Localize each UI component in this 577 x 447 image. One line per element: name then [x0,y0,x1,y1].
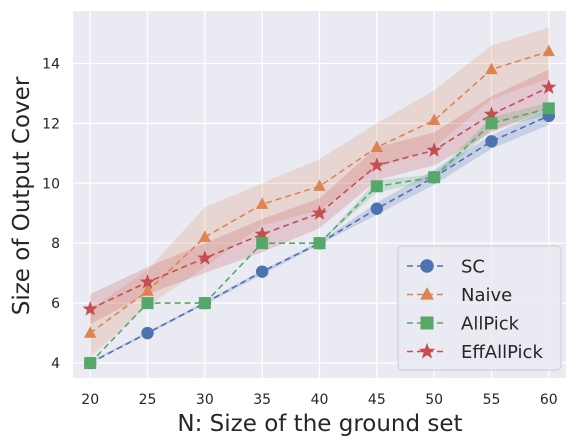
allpick-point [141,297,154,310]
naive-point [83,326,97,338]
effallpick-point [426,142,442,157]
naive-point [370,140,384,152]
legend-naive-marker [420,287,434,300]
allpick-point [313,237,326,250]
allpick-point [256,237,269,250]
y-tick-label: 6 [51,296,60,312]
allpick-point [542,102,555,115]
legend-sc-marker [420,259,434,273]
y-tick-label: 4 [51,356,60,372]
naive-point [542,44,556,57]
legend-effallpick-label: EffAllPick [461,342,543,363]
legend-sc-label: SC [461,257,485,278]
naive-point [141,284,154,296]
naive-point [485,62,498,75]
effallpick-line [89,86,550,310]
y-tick-label: 10 [42,176,60,192]
effallpick-point [541,79,557,94]
legend-allpick-label: AllPick [461,314,520,335]
naive-point [427,113,441,126]
x-tick-label: 60 [540,392,558,408]
sc-point [485,135,498,148]
effallpick-point [483,106,500,121]
x-tick-label: 25 [139,392,157,408]
allpick-point [198,297,211,310]
naive-point [313,179,326,191]
x-tick-label: 50 [425,392,443,408]
effallpick-point [254,226,270,241]
effallpick-point [369,157,385,172]
y-tick-label: 8 [51,236,60,252]
naive-point [255,197,269,209]
allpick-point [370,180,383,193]
legend-naive-label: Naive [461,285,512,306]
legend: SC Naive AllPick EffAllPick [397,245,562,371]
effallpick-point [82,301,98,316]
naive-band [90,27,549,358]
effallpick-point [139,274,156,289]
x-tick-label: 55 [483,392,501,408]
legend-allpick-marker [420,316,434,330]
x-tick-label: 20 [81,392,99,408]
x-tick-labels: 20 25 30 35 40 45 50 55 60 [81,392,557,408]
y-tick-label: 12 [42,116,60,132]
legend-effallpick-marker [418,342,436,359]
y-tick-labels: 4 6 8 10 12 14 [42,56,60,372]
sc-point [141,326,154,340]
x-tick-label: 40 [311,392,329,408]
effallpick-point [311,205,328,220]
y-axis-label: Size of Output Cover [9,76,35,315]
naive-point [198,230,212,242]
x-tick-label: 35 [253,392,271,408]
sc-point [370,202,384,215]
y-tick-label: 14 [42,56,60,72]
sc-point [255,265,269,278]
x-tick-label: 30 [196,392,214,408]
x-axis-label: N: Size of the ground set [177,411,462,437]
allpick-point [485,117,498,130]
allpick-point [428,171,441,184]
series-markers [82,44,557,370]
allpick-point [84,357,97,370]
x-tick-label: 45 [368,392,386,408]
effallpick-point [197,250,213,265]
legend-box [397,245,562,371]
